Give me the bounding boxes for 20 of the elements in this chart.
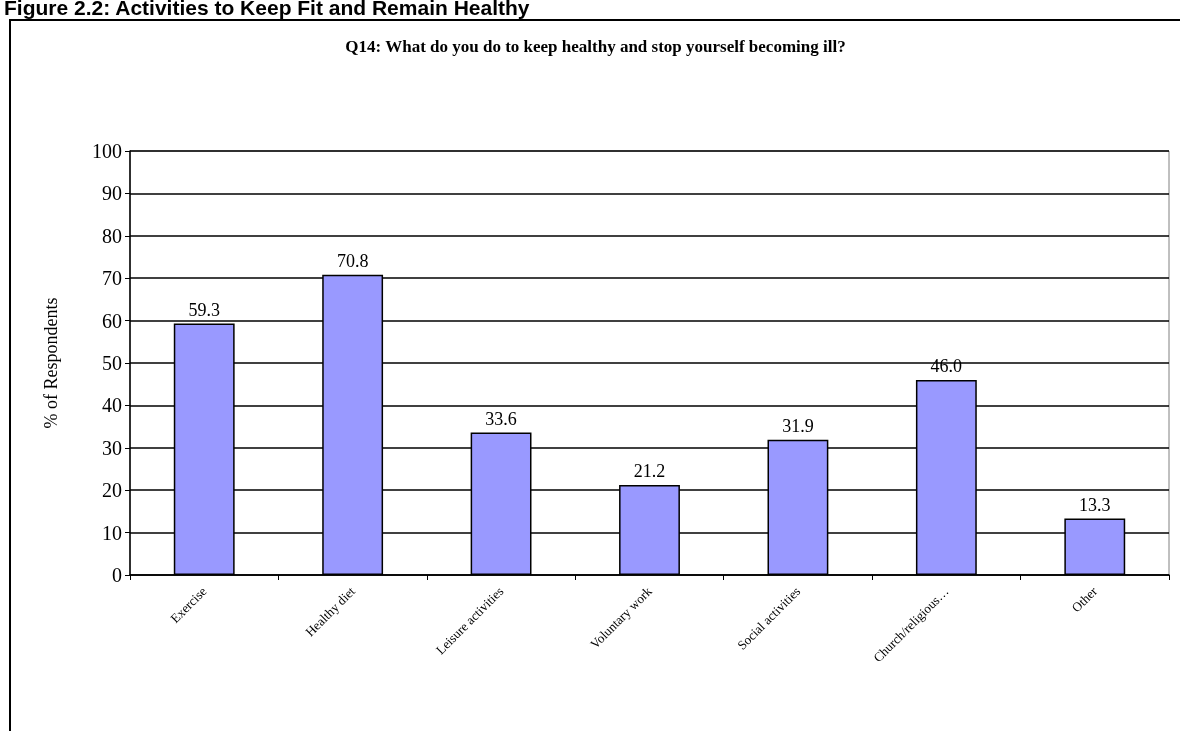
y-tick-label: 90 — [102, 182, 122, 205]
chart-subtitle: Q14: What do you do to keep healthy and stop yourself becoming ill? — [345, 37, 846, 56]
y-tick-label: 30 — [102, 436, 122, 459]
y-tick-label: 40 — [102, 394, 122, 417]
data-label: 31.9 — [782, 415, 814, 436]
y-axis-title: % of Respondents — [41, 297, 61, 429]
y-tick-label: 100 — [92, 140, 122, 162]
y-tick-label: 0 — [112, 564, 122, 586]
data-label: 70.8 — [336, 250, 369, 271]
y-tick-label: 80 — [102, 224, 122, 247]
chart-title: Figure 2.2: Activities to Keep Fit and Remain Healthy — [4, 0, 530, 20]
y-tick-label: 10 — [102, 521, 122, 544]
data-label: 13.3 — [1079, 494, 1111, 515]
data-label: 59.3 — [188, 299, 220, 320]
y-tick-label: 50 — [102, 352, 122, 374]
y-tick-label: 20 — [102, 479, 122, 502]
y-tick-label: 60 — [102, 309, 122, 332]
y-tick-label: 70 — [102, 267, 122, 290]
data-label: 21.2 — [633, 461, 666, 482]
data-label: 33.6 — [485, 408, 517, 429]
